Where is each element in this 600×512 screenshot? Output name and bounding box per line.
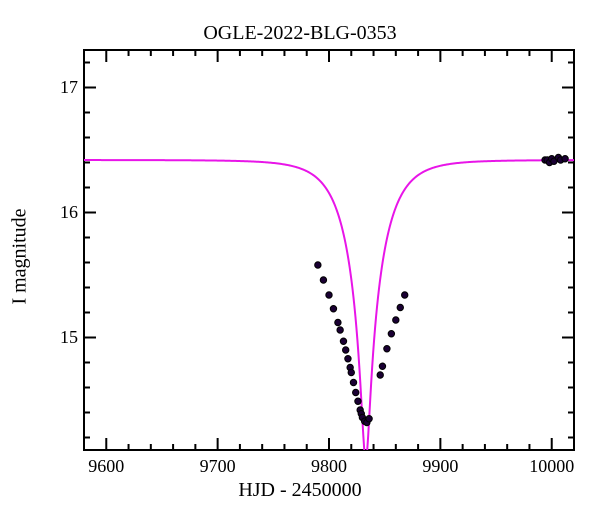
plot-svg [0,0,600,512]
y-tick-label: 17 [44,77,78,98]
y-tick-label: 15 [44,327,78,348]
x-tick-label: 9900 [410,456,470,477]
y-axis-label: I magnitude [10,0,30,512]
x-tick-label: 10000 [522,456,582,477]
x-tick-label: 9800 [299,456,359,477]
x-axis-label: HJD - 2450000 [0,479,600,502]
x-tick-label: 9600 [76,456,136,477]
chart-title: OGLE-2022-BLG-0353 [0,22,600,45]
x-tick-label: 9700 [188,456,248,477]
y-tick-label: 16 [44,202,78,223]
chart-container: { "chart": { "type": "scatter+line", "ti… [0,0,600,512]
